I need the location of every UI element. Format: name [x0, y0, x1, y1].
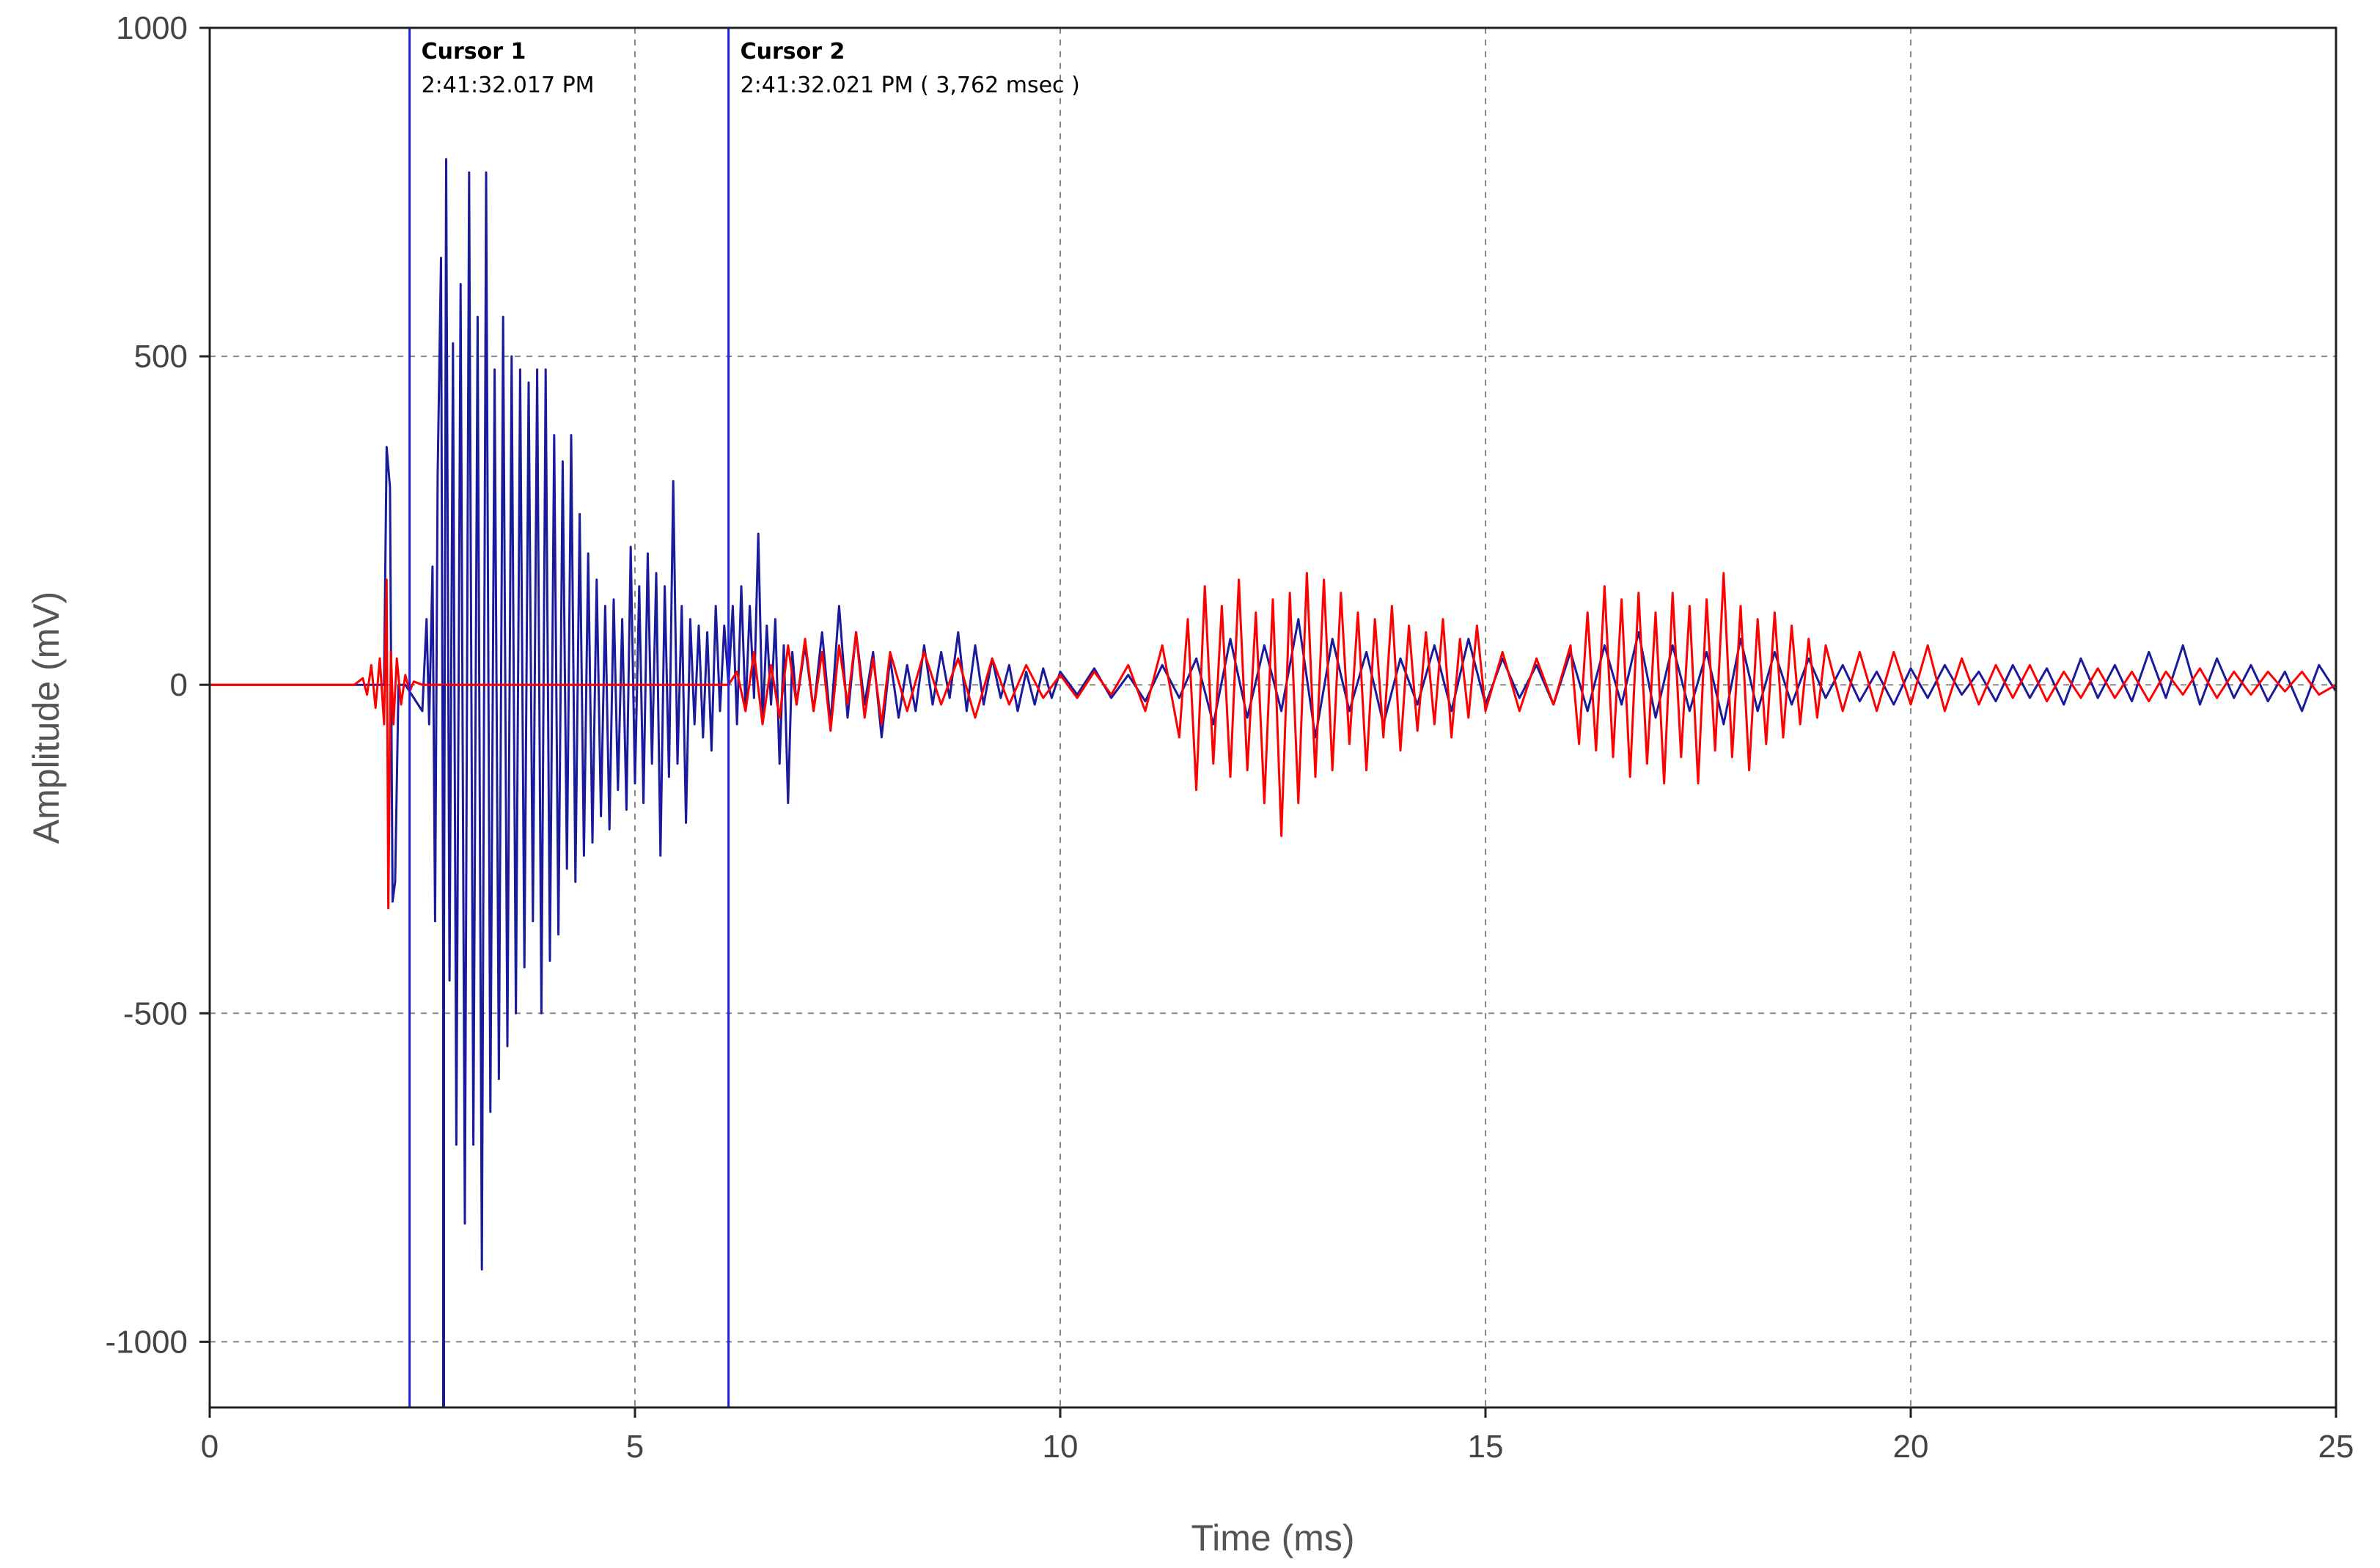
- series-line-0: [210, 158, 2337, 1271]
- y-tick-label-2: 0: [170, 667, 188, 703]
- x-tick-label-3: 15: [1468, 1429, 1504, 1465]
- x-tick-label-1: 5: [626, 1429, 644, 1465]
- y-axis-title: Amplitude (mV): [26, 592, 67, 844]
- plot-frame: [208, 26, 2337, 1409]
- x-tick-label-2: 10: [1043, 1429, 1079, 1465]
- series-line-1: [210, 572, 2337, 910]
- x-tick-label-5: 25: [2318, 1429, 2354, 1465]
- y-tick-label-3: 500: [134, 339, 188, 375]
- cursor-layer: Cursor 1 2:41:32.017 PM Cursor 2 2:41:32.02…: [408, 28, 1080, 1407]
- ticks: 0 5 10 15 20 25 -1000 -500 0 500 1000: [105, 10, 2354, 1465]
- cursor-time-2: 2:41:32.021 PM ( 3,762 msec ): [741, 73, 1080, 98]
- y-tick-label-1: -500: [123, 995, 188, 1031]
- x-tick-label-0: 0: [201, 1429, 218, 1465]
- x-tick-label-4: 20: [1893, 1429, 1929, 1465]
- x-axis-title: Time (ms): [1191, 1517, 1354, 1558]
- series-layer: [210, 158, 2337, 1271]
- cursor-time-1: 2:41:32.017 PM: [422, 73, 595, 98]
- y-tick-label-0: -1000: [105, 1324, 188, 1360]
- y-tick-label-4: 1000: [116, 10, 188, 46]
- cursor-label-1: Cursor 1: [422, 39, 526, 65]
- cursor-label-2: Cursor 2: [741, 39, 845, 65]
